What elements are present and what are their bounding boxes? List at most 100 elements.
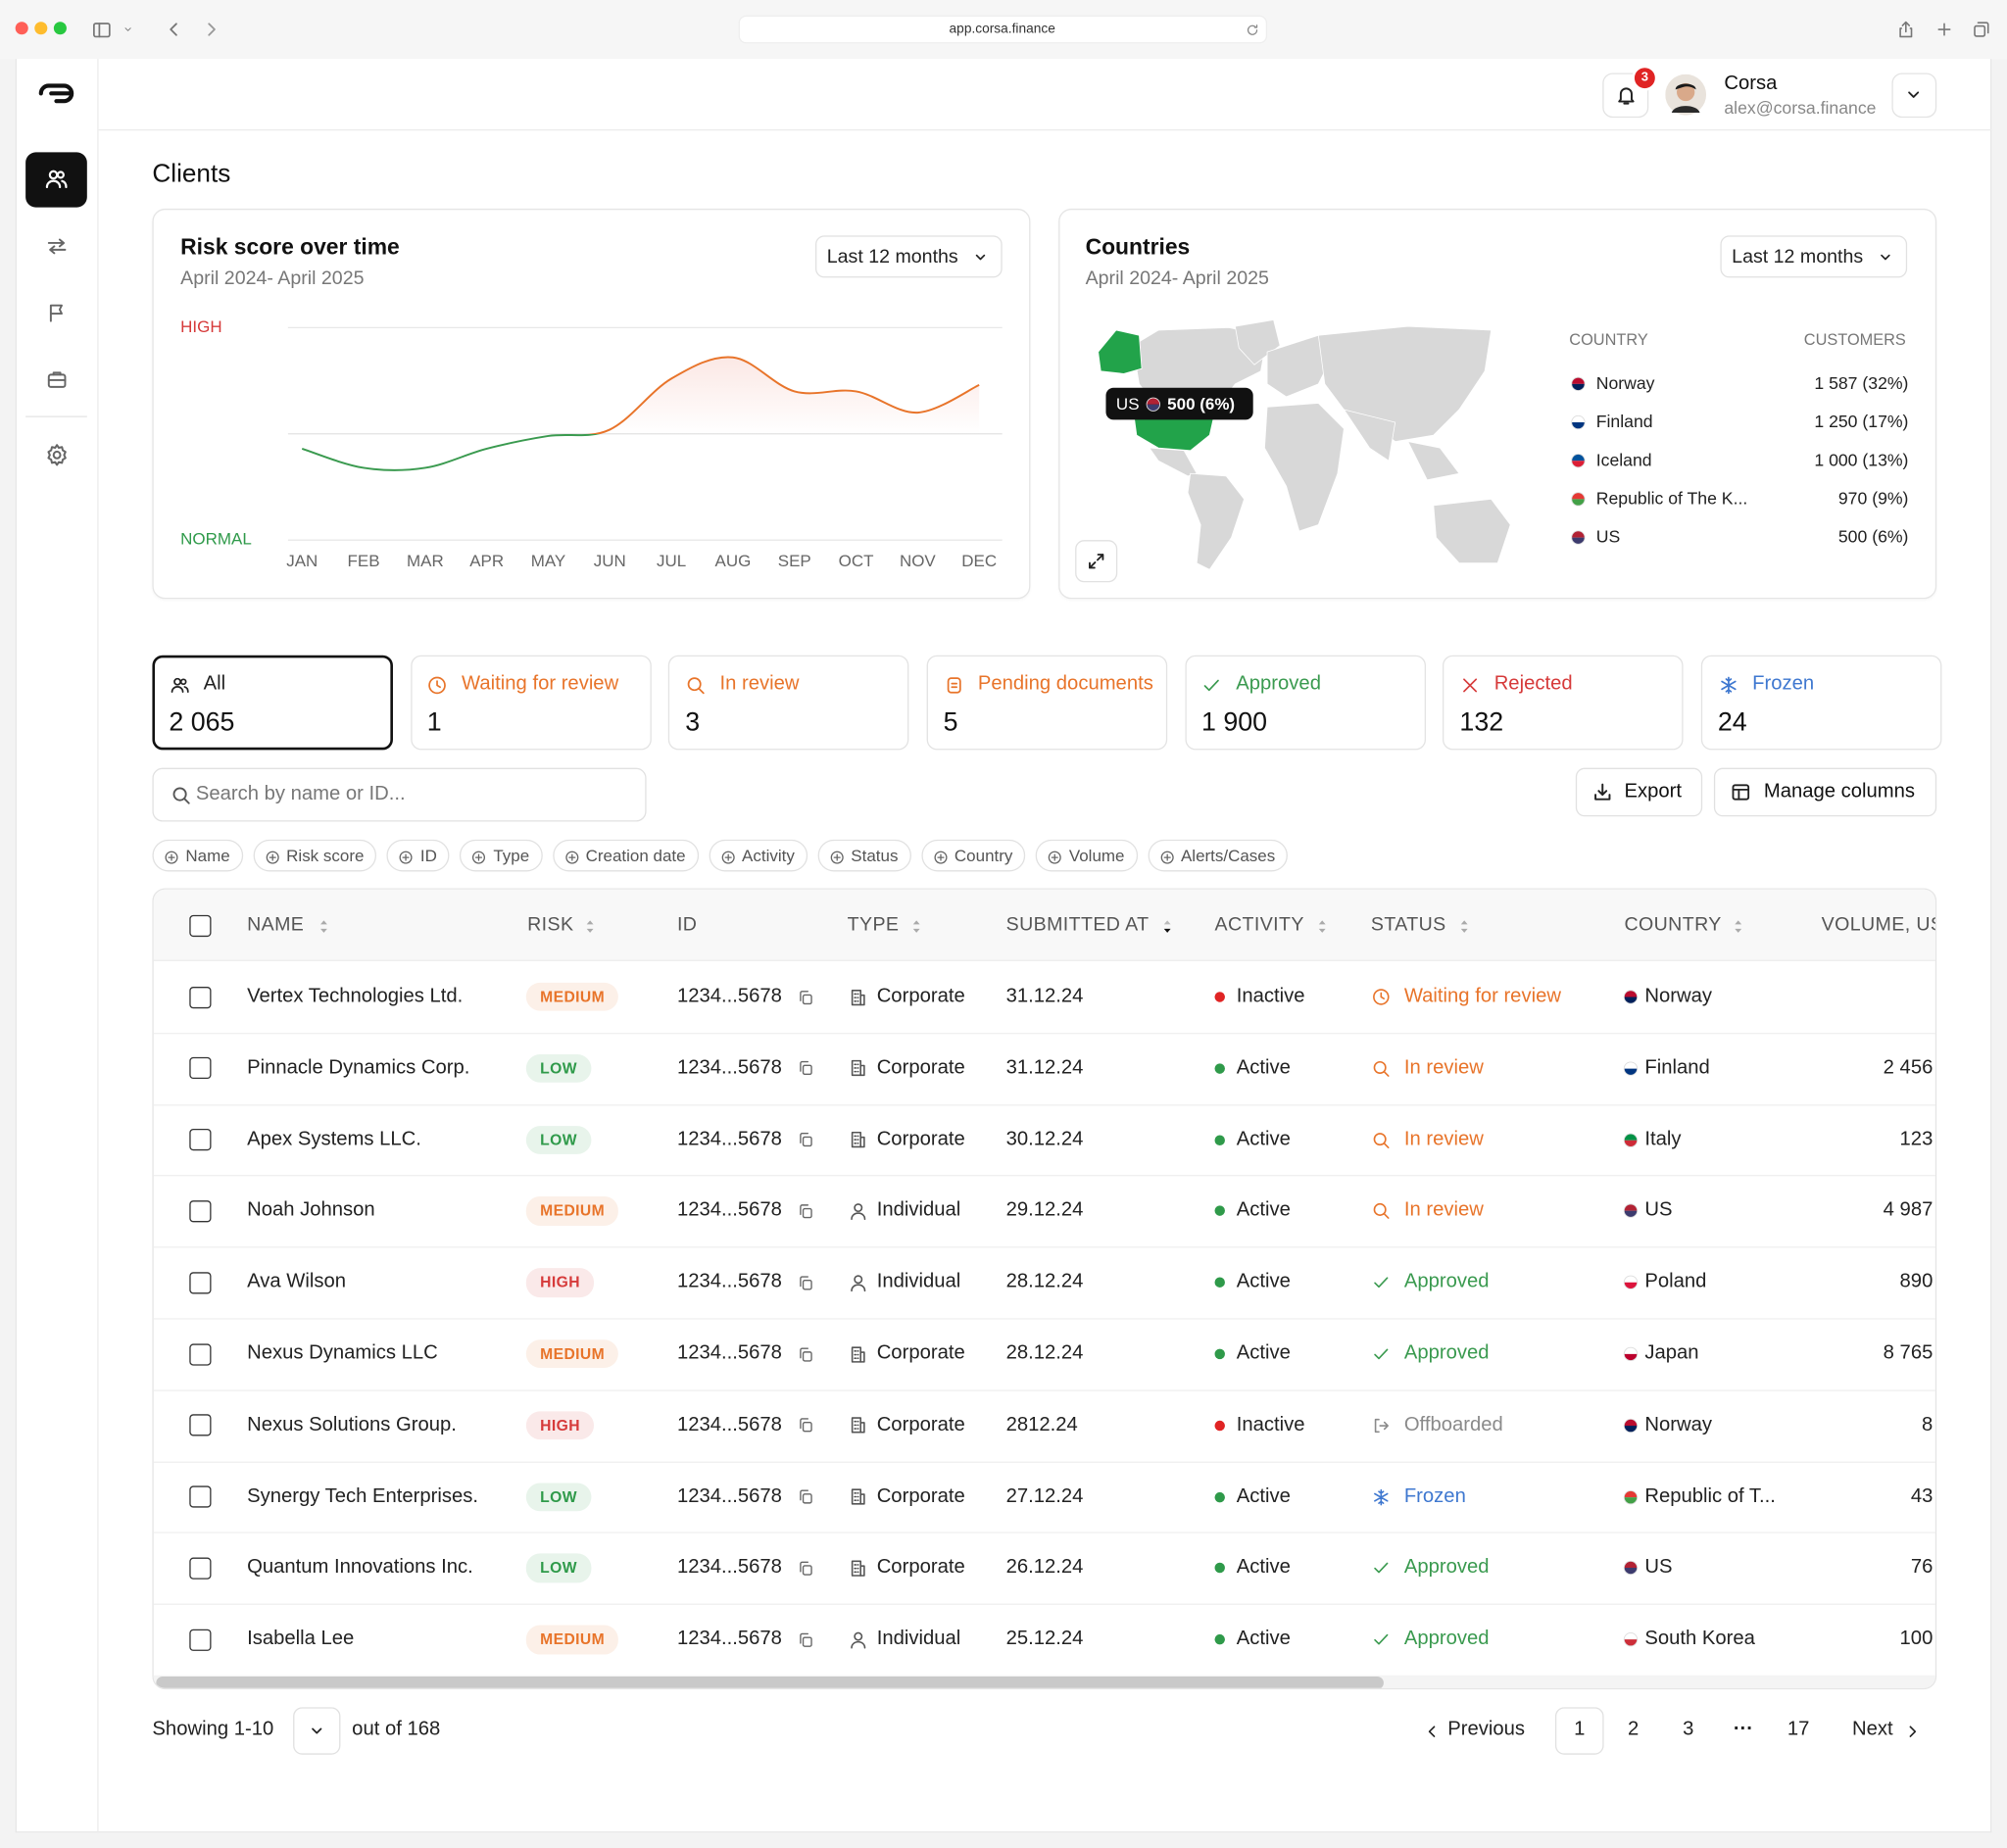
nav-active[interactable] bbox=[25, 152, 87, 208]
icon[interactable] bbox=[1897, 21, 1915, 38]
icon[interactable] bbox=[1158, 917, 1176, 935]
icon[interactable] bbox=[797, 1274, 813, 1290]
row-checkbox[interactable] bbox=[188, 1557, 211, 1580]
row-checkbox[interactable] bbox=[188, 1414, 211, 1436]
filter-chip[interactable]: Creation date bbox=[552, 839, 699, 872]
current-page[interactable] bbox=[1554, 1707, 1604, 1755]
icon[interactable] bbox=[797, 1345, 813, 1362]
icon[interactable] bbox=[1973, 21, 1990, 38]
column-header: ACTIVITY bbox=[1214, 913, 1304, 936]
icon[interactable] bbox=[202, 21, 220, 38]
tab-count: 1 bbox=[426, 706, 442, 737]
filter-chip[interactable]: Type bbox=[460, 839, 543, 872]
scrollbar-thumb[interactable] bbox=[156, 1677, 1384, 1688]
icon[interactable] bbox=[1730, 917, 1747, 935]
icon[interactable] bbox=[45, 302, 67, 323]
status-tab[interactable] bbox=[668, 655, 909, 751]
icon-part bbox=[48, 170, 59, 180]
icon bbox=[975, 254, 986, 261]
manage-columns-button[interactable] bbox=[1713, 767, 1937, 817]
status-tab[interactable] bbox=[1700, 655, 1942, 751]
icon[interactable] bbox=[797, 1631, 813, 1648]
filter-label: Activity bbox=[742, 846, 795, 865]
icon[interactable] bbox=[1313, 917, 1331, 935]
icon[interactable] bbox=[797, 1132, 813, 1148]
icon[interactable] bbox=[797, 1203, 813, 1220]
icon-part bbox=[851, 1060, 861, 1077]
icon[interactable] bbox=[797, 1488, 813, 1505]
submitted-at: 30.12.24 bbox=[1005, 1128, 1084, 1150]
icon[interactable] bbox=[315, 917, 332, 935]
row-checkbox[interactable] bbox=[188, 1057, 211, 1080]
row-divider bbox=[153, 1246, 1935, 1248]
icon[interactable] bbox=[797, 1417, 813, 1434]
icon[interactable] bbox=[1425, 1724, 1441, 1739]
client-id: 1234...5678 bbox=[676, 1270, 782, 1293]
status-tab[interactable] bbox=[1443, 655, 1684, 751]
filter-label: ID bbox=[419, 846, 437, 865]
filter-chip[interactable]: ID bbox=[386, 839, 450, 872]
column-header: VOLUME, US bbox=[1821, 913, 1937, 936]
icon[interactable] bbox=[797, 1060, 813, 1077]
filter-chip[interactable]: Risk score bbox=[253, 839, 377, 872]
filter-chip[interactable]: Status bbox=[817, 839, 911, 872]
header-checkbox[interactable] bbox=[188, 914, 211, 937]
icon[interactable] bbox=[45, 235, 67, 257]
tab-count: 1 900 bbox=[1201, 706, 1268, 737]
world-map bbox=[1098, 319, 1511, 570]
page-size-dropdown[interactable] bbox=[293, 1707, 341, 1755]
user-menu-button[interactable] bbox=[1891, 73, 1937, 119]
status-tab[interactable] bbox=[926, 655, 1168, 751]
client-name: Nexus Solutions Group. bbox=[247, 1413, 457, 1435]
address-bar[interactable] bbox=[738, 15, 1268, 44]
activity: Active bbox=[1236, 1484, 1291, 1507]
icon-part bbox=[975, 254, 986, 261]
icon[interactable] bbox=[1935, 21, 1953, 38]
icon-part bbox=[833, 852, 841, 861]
status-tab[interactable] bbox=[1185, 655, 1426, 751]
row-checkbox[interactable] bbox=[188, 1129, 211, 1151]
row-checkbox[interactable] bbox=[188, 1271, 211, 1294]
period-dropdown[interactable] bbox=[1720, 235, 1908, 278]
submitted-at: 28.12.24 bbox=[1005, 1270, 1084, 1293]
client-type: Corporate bbox=[876, 1056, 965, 1079]
icon[interactable] bbox=[165, 21, 182, 38]
export-button[interactable] bbox=[1575, 767, 1703, 817]
icon[interactable] bbox=[1905, 1724, 1921, 1739]
submitted-at: 26.12.24 bbox=[1005, 1556, 1084, 1579]
status-tab[interactable] bbox=[152, 655, 393, 751]
filter-chip[interactable]: Name bbox=[152, 839, 243, 872]
filter-chip[interactable]: Activity bbox=[709, 839, 808, 872]
icon-part bbox=[1675, 83, 1696, 90]
icon-part bbox=[1383, 1070, 1390, 1077]
filter-chip[interactable]: Volume bbox=[1035, 839, 1138, 872]
flag bbox=[1623, 1275, 1639, 1290]
volume: 100 0 bbox=[1899, 1628, 1935, 1650]
row-checkbox[interactable] bbox=[188, 986, 211, 1008]
row-checkbox[interactable] bbox=[188, 1629, 211, 1651]
filter-chip[interactable]: Alerts/Cases bbox=[1148, 839, 1289, 872]
icon-part bbox=[853, 992, 865, 1005]
icon-part bbox=[1571, 461, 1586, 467]
icon[interactable] bbox=[581, 917, 599, 935]
notifications-button[interactable] bbox=[1602, 73, 1649, 119]
activity-dot bbox=[1214, 1063, 1225, 1074]
icon[interactable] bbox=[1455, 917, 1473, 935]
icon-part bbox=[1974, 24, 1986, 37]
icon[interactable] bbox=[907, 917, 925, 935]
table-header bbox=[153, 889, 1935, 961]
expand-button[interactable] bbox=[1075, 540, 1118, 583]
status-tab[interactable] bbox=[410, 655, 652, 751]
icon[interactable] bbox=[45, 368, 67, 390]
tab-count: 5 bbox=[943, 706, 958, 737]
icon[interactable] bbox=[797, 989, 813, 1005]
row-checkbox[interactable] bbox=[188, 1485, 211, 1508]
row-checkbox[interactable] bbox=[188, 1342, 211, 1365]
filter-chip[interactable]: Country bbox=[920, 839, 1026, 872]
icon[interactable] bbox=[44, 442, 69, 466]
row-checkbox[interactable] bbox=[188, 1199, 211, 1223]
icon[interactable] bbox=[797, 1560, 813, 1577]
search-input[interactable] bbox=[152, 767, 647, 822]
period-dropdown[interactable] bbox=[814, 235, 1003, 278]
icon-part bbox=[436, 679, 442, 688]
